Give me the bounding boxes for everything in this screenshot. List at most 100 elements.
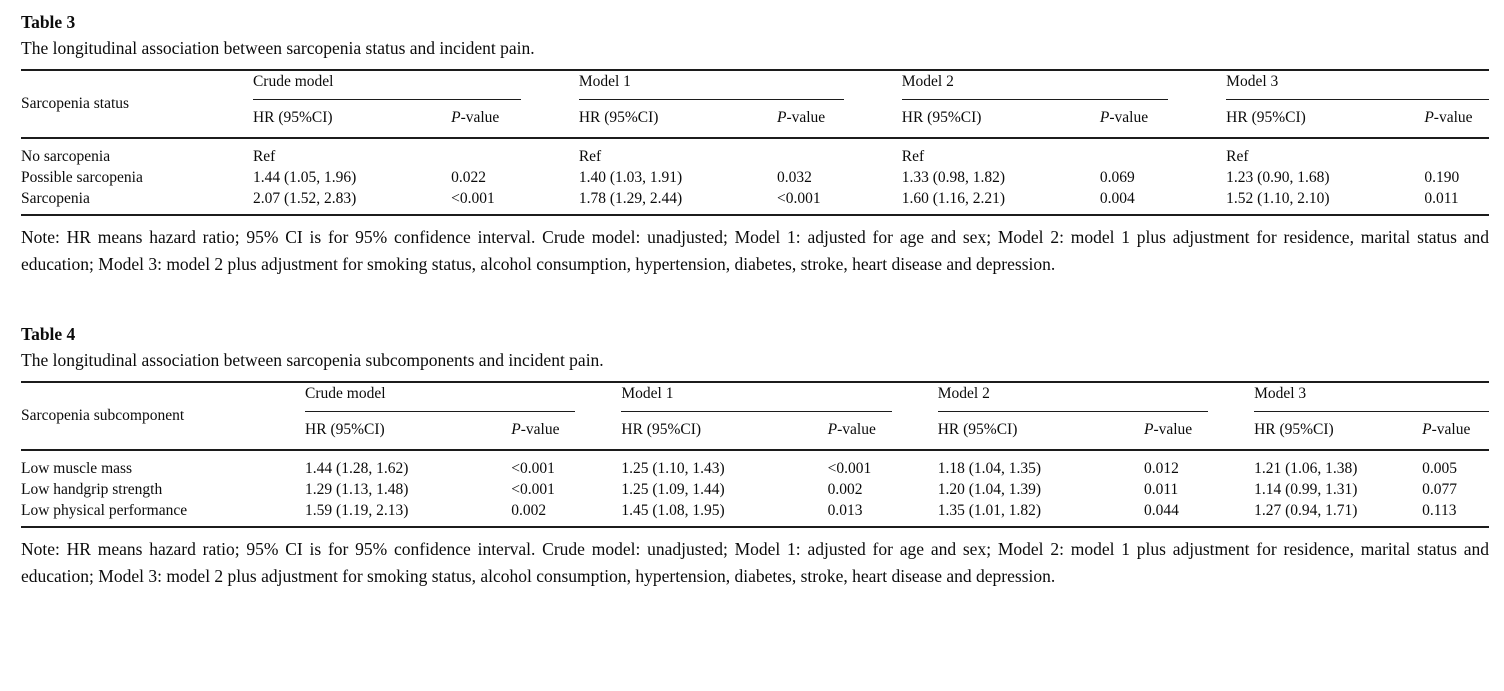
cell-hr: 1.20 (1.04, 1.39) — [937, 481, 1042, 498]
group-header-model-1: Model 1 — [578, 70, 902, 100]
group-header-row: Sarcopenia status Crude model Model 1 Mo… — [21, 70, 1489, 139]
pvalue-col-header: P-value — [511, 412, 622, 451]
cell-hr: 1.78 (1.29, 2.44) — [578, 188, 777, 216]
cell-pvalue: 0.013 — [827, 500, 938, 528]
p-rest: -value — [1153, 421, 1193, 438]
p-rest: -value — [837, 421, 876, 438]
group-header-model-3: Model 3 — [1226, 70, 1489, 100]
pvalue-col-header: P-value — [1143, 412, 1255, 451]
cell-pvalue: <0.001 — [511, 460, 555, 477]
p-italic: P — [511, 421, 521, 438]
group-header-model-2: Model 2 — [901, 70, 1226, 100]
cell-pvalue: 0.011 — [1143, 481, 1179, 498]
cell-pvalue — [1424, 138, 1489, 167]
group-header-row: Sarcopenia subcomponent Crude model Mode… — [21, 382, 1489, 451]
hr-col-header: HR (95%CI) — [621, 412, 828, 451]
table3-title: Table 3 — [21, 12, 76, 32]
cell-pvalue: <0.001 — [511, 481, 555, 498]
cell-pvalue: 0.012 — [1143, 460, 1179, 477]
group-underline: Crude model — [305, 383, 576, 412]
cell-pvalue: 0.002 — [511, 500, 622, 528]
cell-hr: 1.25 (1.09, 1.44) — [621, 481, 725, 498]
cell-hr: 1.59 (1.19, 2.13) — [305, 500, 512, 528]
group-underline: Model 3 — [1254, 383, 1489, 412]
cell-pvalue — [777, 138, 902, 167]
cell-hr: 1.40 (1.03, 1.91) — [578, 169, 683, 186]
group-label: Model 3 — [1226, 73, 1279, 90]
cell-pvalue: 0.069 — [1099, 169, 1135, 186]
table3-note: Note: HR means hazard ratio; 95% CI is f… — [21, 227, 1489, 274]
pvalue-col-header: P-value — [1424, 100, 1489, 139]
group-underline: Model 3 — [1226, 71, 1489, 100]
group-label: Model 1 — [578, 73, 631, 90]
table3: Sarcopenia status Crude model Model 1 Mo… — [21, 69, 1489, 216]
group-underline: Model 2 — [901, 71, 1169, 100]
cell-pvalue: 0.005 — [1422, 460, 1458, 477]
cell-pvalue: 0.077 — [1422, 481, 1458, 498]
p-rest: -value — [1109, 109, 1149, 126]
group-header-crude-model: Crude model — [252, 70, 579, 100]
table4: Sarcopenia subcomponent Crude model Mode… — [21, 381, 1489, 528]
row-label: Low muscle mass — [21, 460, 133, 477]
row-label: Low physical performance — [21, 500, 306, 528]
group-label: Crude model — [305, 385, 386, 402]
group-label: Model 3 — [1254, 385, 1307, 402]
group-label: Model 2 — [901, 73, 954, 90]
table4-note: Note: HR means hazard ratio; 95% CI is f… — [21, 539, 1489, 586]
column-header-row: HR (95%CI) P-value HR (95%CI) P-value HR… — [21, 412, 1489, 451]
cell-hr: Ref — [901, 148, 925, 165]
cell-hr: 1.29 (1.13, 1.48) — [305, 481, 409, 498]
cell-pvalue: 0.032 — [776, 169, 812, 186]
column-header-row: HR (95%CI) P-value HR (95%CI) P-value HR… — [21, 100, 1489, 139]
pvalue-col-header: P-value — [1099, 100, 1227, 139]
group-label: Model 2 — [937, 385, 990, 402]
cell-hr: 1.45 (1.08, 1.95) — [621, 500, 828, 528]
table3-section: Table 3 The longitudinal association bet… — [21, 12, 1489, 278]
p-rest: -value — [1431, 421, 1471, 438]
p-rest: -value — [520, 421, 560, 438]
table-row-low-muscle-mass: Low muscle mass 1.44 (1.28, 1.62) <0.001… — [21, 450, 1489, 479]
pvalue-col-header: P-value — [827, 412, 938, 451]
cell-hr: 1.18 (1.04, 1.35) — [937, 460, 1042, 477]
cell-hr: Ref — [578, 148, 602, 165]
table4-title: Table 4 — [21, 324, 76, 344]
page: Table 3 The longitudinal association bet… — [21, 12, 1489, 590]
stub-header: Sarcopenia status — [21, 70, 253, 139]
cell-hr: 1.23 (0.90, 1.68) — [1226, 169, 1330, 186]
table-row-possible-sarcopenia: Possible sarcopenia 1.44 (1.05, 1.96) 0.… — [21, 167, 1489, 188]
cell-hr: 1.44 (1.05, 1.96) — [252, 169, 357, 186]
cell-pvalue: 0.044 — [1143, 500, 1255, 528]
p-italic: P — [1422, 421, 1432, 438]
row-label: Low handgrip strength — [21, 481, 163, 498]
cell-hr: 1.33 (0.98, 1.82) — [901, 169, 1006, 186]
p-rest: -value — [1433, 109, 1473, 126]
cell-hr: Ref — [252, 148, 276, 165]
cell-pvalue — [1100, 138, 1226, 167]
group-header-model-3: Model 3 — [1254, 382, 1489, 412]
table4-caption: The longitudinal association between sar… — [21, 350, 604, 370]
hr-col-header: HR (95%CI) — [252, 100, 452, 139]
row-label: Sarcopenia — [21, 188, 253, 216]
p-rest: -value — [460, 109, 500, 126]
table-row-sarcopenia: Sarcopenia 2.07 (1.52, 2.83) <0.001 1.78… — [21, 188, 1489, 216]
cell-pvalue: 0.011 — [1424, 188, 1489, 216]
group-underline: Model 2 — [937, 383, 1209, 412]
cell-pvalue: 0.002 — [827, 481, 863, 498]
cell-pvalue: 0.004 — [1099, 188, 1227, 216]
group-header-model-1: Model 1 — [621, 382, 937, 412]
table-row-low-physical-performance: Low physical performance 1.59 (1.19, 2.1… — [21, 500, 1489, 528]
cell-pvalue — [451, 138, 579, 167]
group-label: Crude model — [252, 73, 334, 90]
cell-hr: 1.35 (1.01, 1.82) — [937, 500, 1144, 528]
p-italic: P — [776, 109, 787, 126]
row-label: Possible sarcopenia — [21, 169, 143, 186]
cell-hr: 1.25 (1.10, 1.43) — [621, 460, 725, 477]
pvalue-col-header: P-value — [776, 100, 902, 139]
hr-col-header: HR (95%CI) — [937, 412, 1144, 451]
row-label: No sarcopenia — [21, 148, 111, 165]
cell-hr: Ref — [1226, 148, 1249, 165]
hr-col-header: HR (95%CI) — [305, 412, 512, 451]
cell-pvalue: 0.113 — [1422, 500, 1489, 528]
table4-section: Table 4 The longitudinal association bet… — [21, 324, 1489, 590]
cell-hr: 1.14 (0.99, 1.31) — [1254, 481, 1358, 498]
